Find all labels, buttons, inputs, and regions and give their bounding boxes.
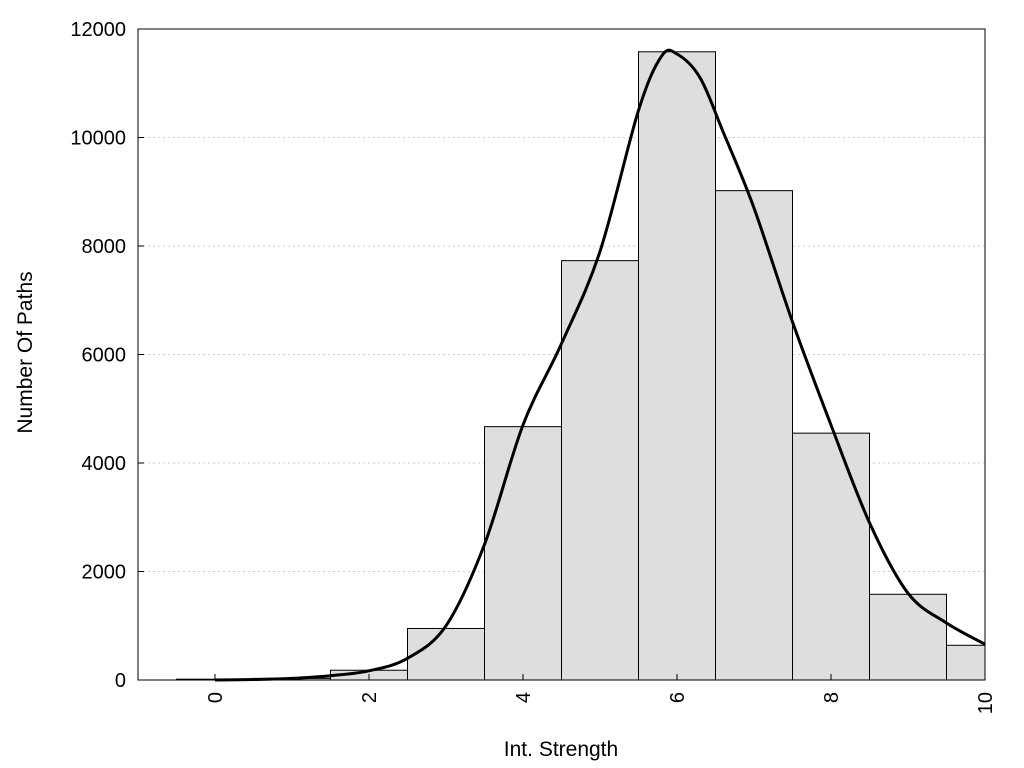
y-tick-label: 10000 (70, 128, 126, 150)
density-curve (214, 48, 986, 682)
x-tick-label: 8 (821, 692, 843, 703)
histogram-bar (715, 190, 793, 681)
histogram-bar (561, 260, 639, 681)
histogram-bar (484, 426, 562, 681)
x-tick-label: 4 (513, 692, 535, 703)
x-axis-label: Int. Strength (504, 738, 618, 761)
y-tick-label: 2000 (82, 562, 127, 584)
histogram-bar (946, 644, 986, 681)
histogram-bar (792, 432, 870, 681)
x-tick-label: 2 (359, 692, 381, 703)
x-tick-label: 0 (205, 692, 227, 703)
y-tick-label: 6000 (82, 345, 127, 367)
y-axis-ticks: 0 2000 4000 6000 8000 10000 12000 (70, 19, 144, 692)
histogram-bar (638, 51, 716, 681)
x-tick-label: 10 (975, 692, 997, 714)
y-axis-label: Number Of Paths (14, 271, 37, 433)
bars (176, 51, 986, 681)
x-axis-ticks: 0 2 4 6 8 10 (205, 674, 997, 714)
y-tick-label: 12000 (70, 19, 126, 41)
y-tick-label: 0 (115, 670, 126, 692)
density-curve-group (214, 48, 986, 682)
x-tick-label: 6 (667, 692, 689, 703)
histogram-bar (869, 593, 947, 681)
y-tick-label: 8000 (82, 236, 127, 258)
y-tick-label: 4000 (82, 453, 127, 475)
histogram-bar (407, 627, 485, 681)
